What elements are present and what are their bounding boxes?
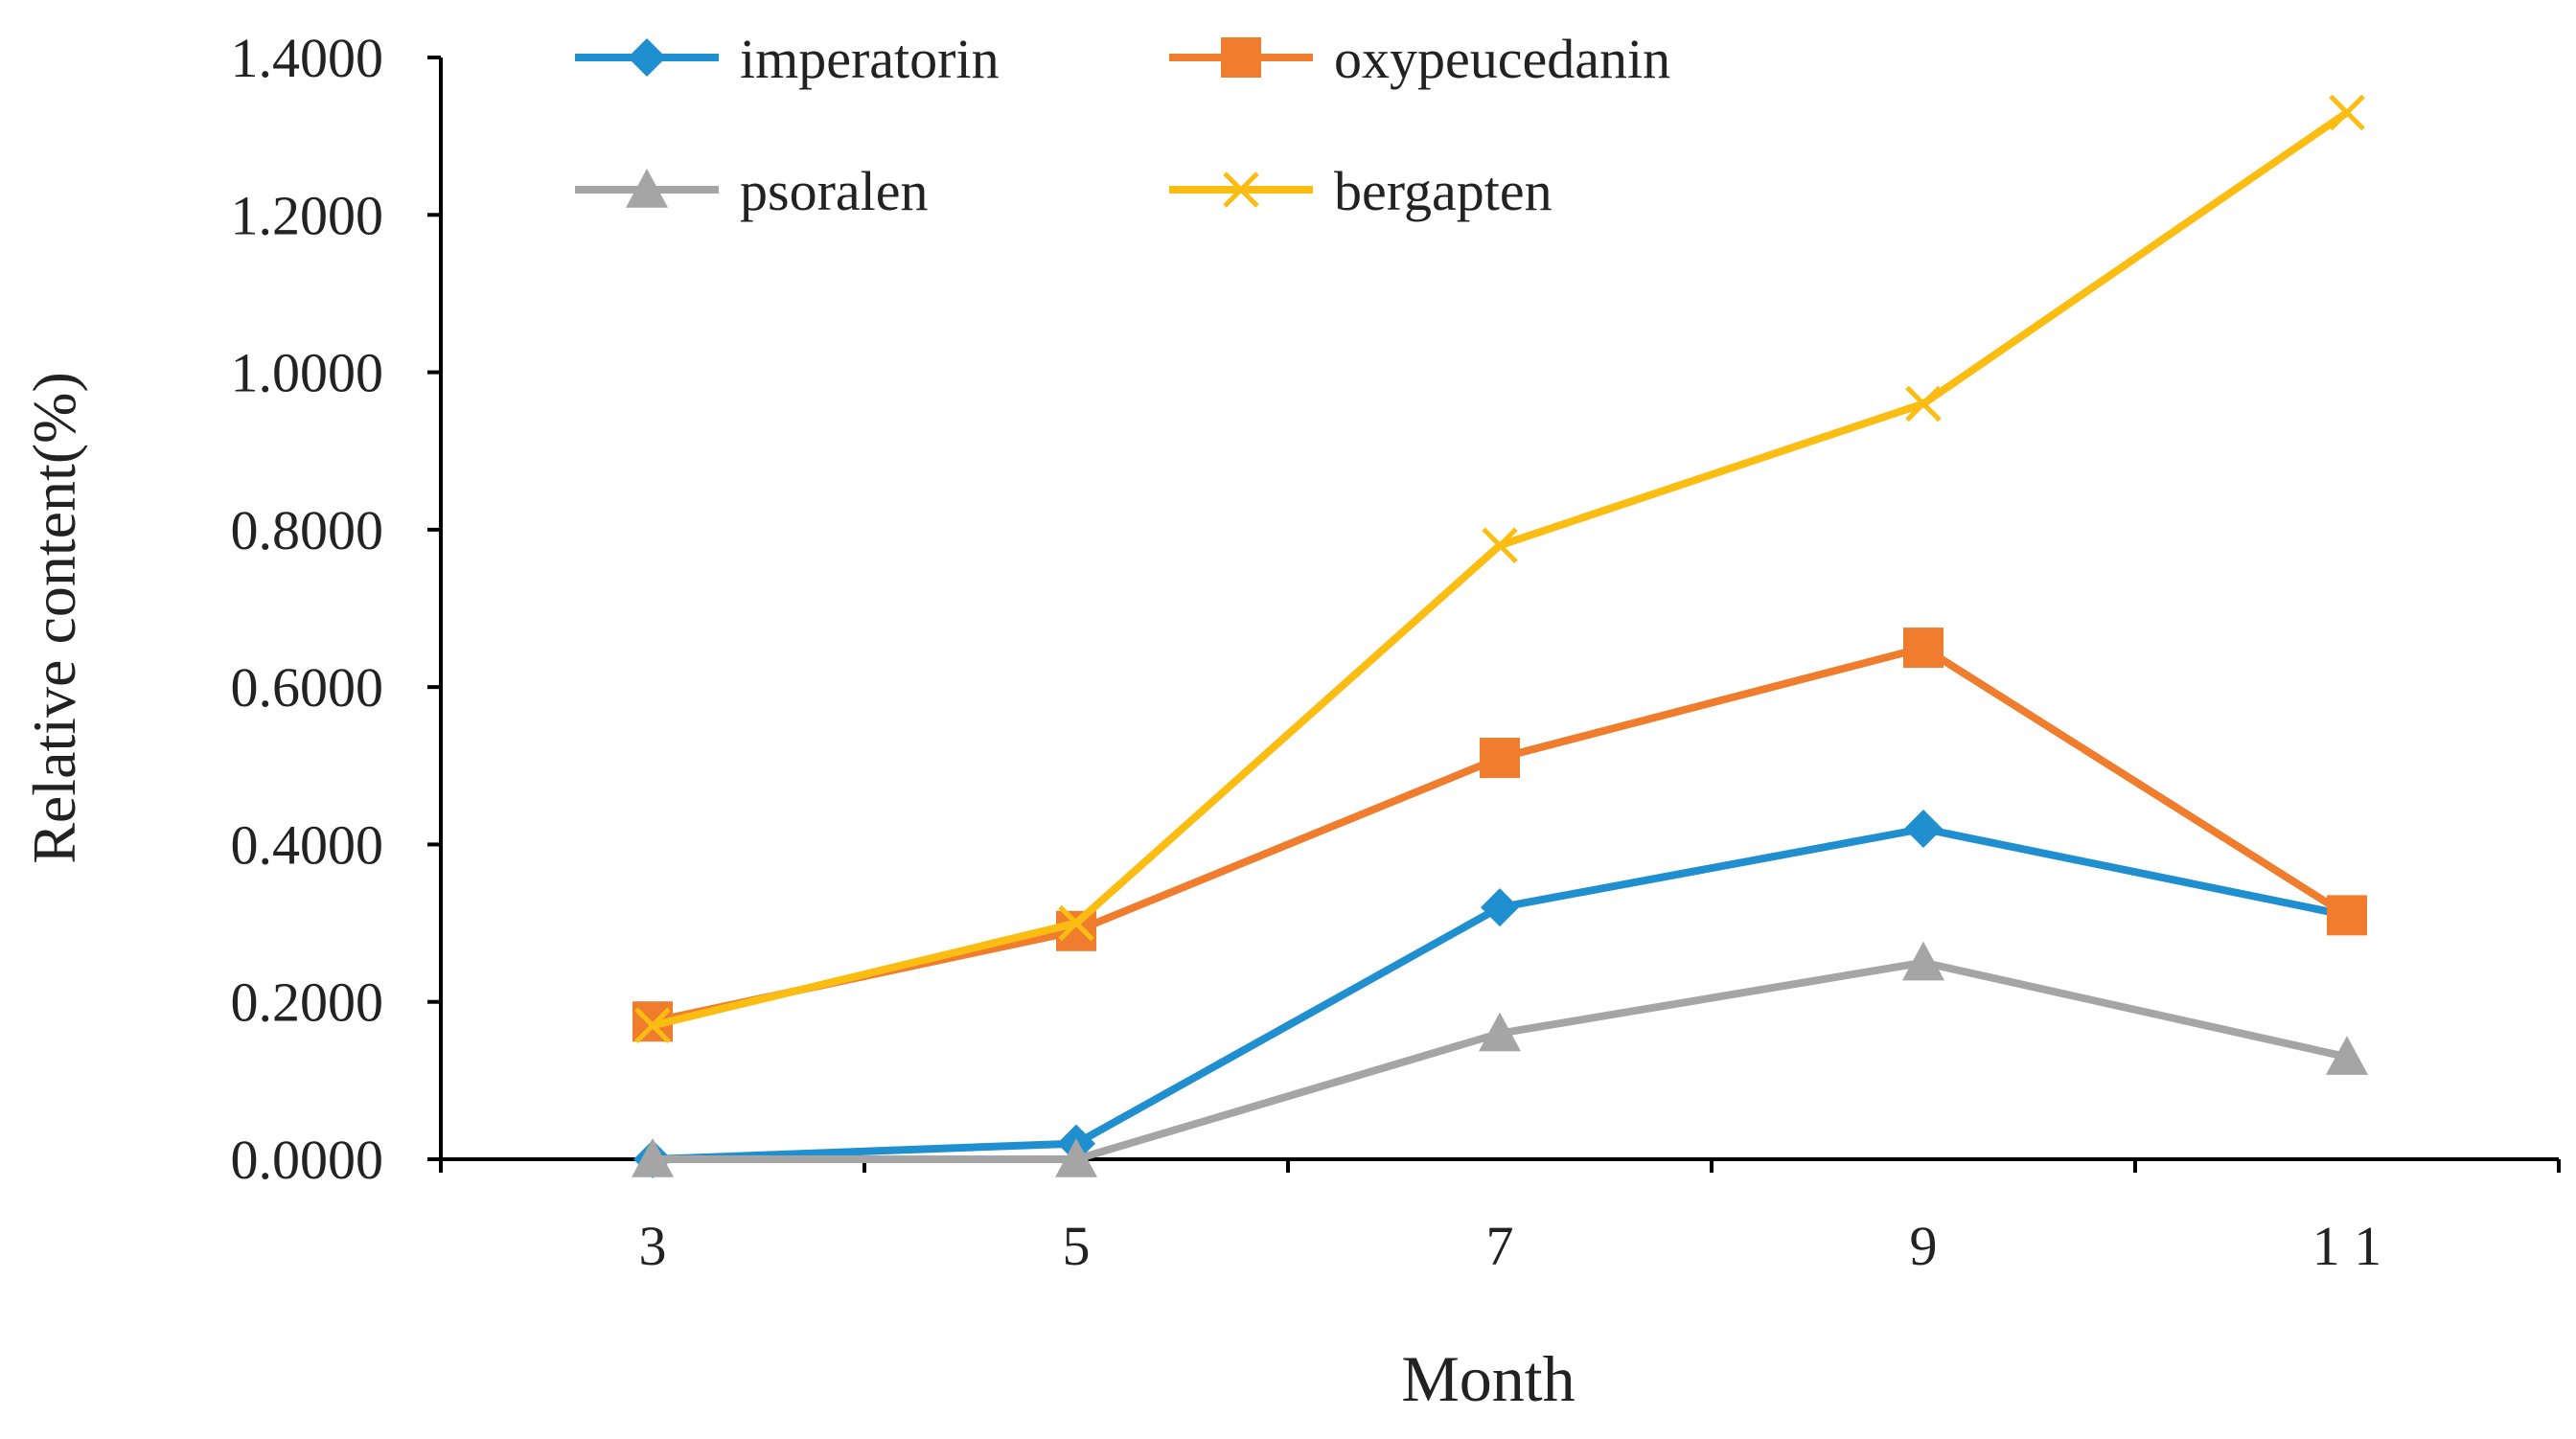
data-point-bergapten xyxy=(634,1007,671,1044)
y-tick-label: 1.4000 xyxy=(231,27,384,89)
series-line-psoralen xyxy=(653,958,2348,1163)
series-imperatorin xyxy=(633,810,2366,1178)
data-point-imperatorin xyxy=(1904,810,1943,848)
data-point-psoralen xyxy=(1479,1012,1521,1052)
x-tick-label: 7 xyxy=(1486,1215,1514,1277)
data-point-oxypeucedanin xyxy=(2327,895,2367,936)
legend-label-oxypeucedanin: oxypeucedanin xyxy=(1334,28,1670,90)
data-point-bergapten xyxy=(2329,94,2365,131)
legend-item-psoralen: psoralen xyxy=(575,160,929,222)
data-point-bergapten xyxy=(1482,527,1518,564)
x-tick-label: 3 xyxy=(639,1215,667,1277)
data-point-psoralen xyxy=(1902,941,1944,981)
legend-item-oxypeucedanin: oxypeucedanin xyxy=(1169,28,1670,90)
legend: imperatorin oxypeucedanin psoralen bergapte… xyxy=(575,28,1670,222)
series-bergapten xyxy=(634,94,2365,1044)
y-tick-label: 0.6000 xyxy=(231,656,384,719)
legend-item-bergapten: bergapten xyxy=(1169,160,1552,222)
data-point-oxypeucedanin xyxy=(1056,910,1096,951)
legend-label-imperatorin: imperatorin xyxy=(740,28,1000,90)
data-point-oxypeucedanin xyxy=(1480,738,1520,779)
axes: 0.0000 0.2000 0.4000 0.6000 0.8000 1.0000 1.20… xyxy=(231,27,2561,1277)
data-point-bergapten xyxy=(1905,385,1942,423)
series-psoralen xyxy=(632,941,2368,1177)
x-tick-label: 5 xyxy=(1063,1215,1091,1277)
legend-label-bergapten: bergapten xyxy=(1334,160,1552,222)
x-tick-label: 1 1 xyxy=(2312,1215,2382,1277)
legend-label-psoralen: psoralen xyxy=(740,160,929,222)
data-point-psoralen xyxy=(2326,1036,2368,1075)
series-line-imperatorin xyxy=(652,825,2348,1163)
x-axis-title: Month xyxy=(1401,1342,1575,1415)
y-tick-label: 0.2000 xyxy=(231,971,384,1034)
legend-marker-psoralen xyxy=(626,169,668,208)
y-tick-label: 0.0000 xyxy=(231,1129,384,1191)
y-tick-label: 1.2000 xyxy=(231,184,384,246)
y-tick-label: 1.0000 xyxy=(231,342,384,404)
data-point-oxypeucedanin xyxy=(1903,628,1944,669)
y-tick-label: 0.8000 xyxy=(231,499,384,561)
legend-marker-oxypeucedanin xyxy=(1221,37,1261,78)
series-layer xyxy=(632,94,2368,1178)
data-point-psoralen xyxy=(1055,1138,1097,1177)
y-tick-label: 0.4000 xyxy=(231,813,384,876)
legend-marker-bergapten xyxy=(1223,171,1259,208)
data-point-psoralen xyxy=(632,1138,674,1177)
y-axis-title: Relative content(%) xyxy=(20,372,88,864)
series-oxypeucedanin xyxy=(632,628,2367,1042)
x-tick-label: 9 xyxy=(1910,1215,1938,1277)
legend-marker-imperatorin xyxy=(628,38,666,77)
legend-item-imperatorin: imperatorin xyxy=(575,28,1000,90)
data-point-imperatorin xyxy=(1481,888,1519,927)
data-point-bergapten xyxy=(1058,904,1094,942)
